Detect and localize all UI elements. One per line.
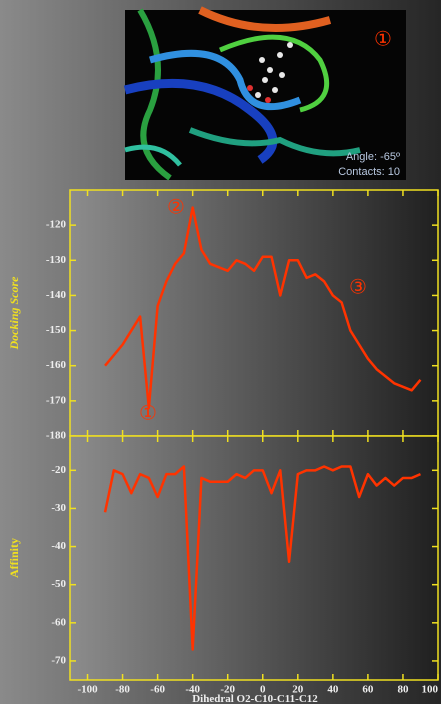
- molecule-image: ① Angle: -65º Contacts: 10: [125, 10, 406, 180]
- annotation: ②: [167, 195, 185, 219]
- x-tick-label: 100: [422, 684, 439, 696]
- y-tick-label: -50: [51, 578, 66, 590]
- angle-label: Angle: -65º: [346, 151, 400, 163]
- x-tick-label: -100: [77, 684, 98, 696]
- y-tick-label: -120: [46, 219, 67, 231]
- y-axis-label: Docking Score: [7, 276, 21, 351]
- image-badge: ①: [374, 27, 392, 51]
- x-axis-label: Dihedral O2-C10-C11-C12: [192, 693, 318, 704]
- y-tick-label: -40: [51, 540, 66, 552]
- contacts-label: Contacts: 10: [338, 166, 400, 178]
- x-tick-label: -60: [150, 684, 165, 696]
- y-tick-label: -60: [51, 616, 66, 628]
- y-tick-label: -130: [46, 254, 67, 266]
- y-tick-label: -140: [46, 289, 67, 301]
- y-tick-label: -160: [46, 359, 67, 371]
- plot-area: [70, 436, 438, 680]
- y-tick-label: -180: [46, 430, 67, 442]
- y-tick-label: -70: [51, 654, 66, 666]
- x-tick-label: 40: [327, 684, 339, 696]
- x-tick-label: 60: [362, 684, 374, 696]
- y-tick-label: -20: [51, 464, 66, 476]
- y-axis-label: Affinity: [7, 538, 21, 578]
- x-tick-label: -80: [115, 684, 130, 696]
- y-tick-label: -30: [51, 502, 66, 514]
- x-tick-label: 80: [397, 684, 409, 696]
- annotation: ①: [139, 401, 157, 425]
- y-tick-label: -150: [46, 324, 67, 336]
- plot-area: [70, 190, 438, 436]
- y-tick-label: -170: [46, 394, 67, 406]
- annotation: ③: [349, 275, 367, 299]
- page: ① Angle: -65º Contacts: 10 -180 -170 -160 -…: [0, 0, 441, 704]
